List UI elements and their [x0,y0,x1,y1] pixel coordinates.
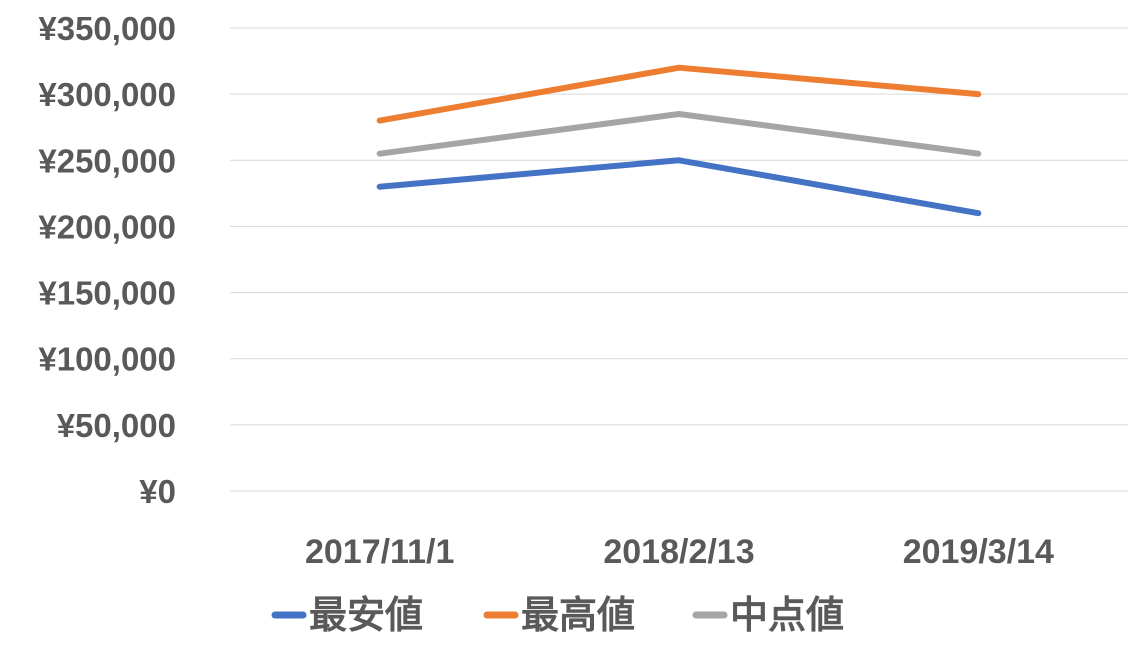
y-tick-label: ¥150,000 [38,275,176,312]
y-axis-tick-labels: ¥0 ¥50,000 ¥100,000 ¥150,000 ¥200,000 ¥250,00… [38,10,176,510]
y-tick-label: ¥300,000 [38,76,176,113]
x-tick-label: 2017/11/1 [305,533,454,571]
y-tick-label: ¥100,000 [38,341,176,378]
y-tick-label: ¥250,000 [38,142,176,179]
series-line-3 [376,110,982,157]
series-lines [376,64,982,217]
x-tick-label: 2019/3/14 [903,533,1054,571]
x-axis-tick-labels: 2017/11/1 2018/2/13 2019/3/14 [305,533,1054,571]
legend-label: 最高値 [521,593,635,637]
x-tick-label: 2018/2/13 [603,533,754,571]
y-tick-label: ¥200,000 [38,208,176,245]
legend: 最安値 最高値 中点値 [271,593,844,637]
y-tick-label: ¥0 [139,473,176,510]
y-tick-label: ¥350,000 [38,10,176,47]
gridlines [230,27,1128,492]
series-line-1 [376,157,982,217]
y-tick-label: ¥50,000 [57,407,176,444]
series-line-2 [376,64,982,124]
legend-label: 最安値 [309,593,423,637]
legend-label: 中点値 [730,593,844,637]
